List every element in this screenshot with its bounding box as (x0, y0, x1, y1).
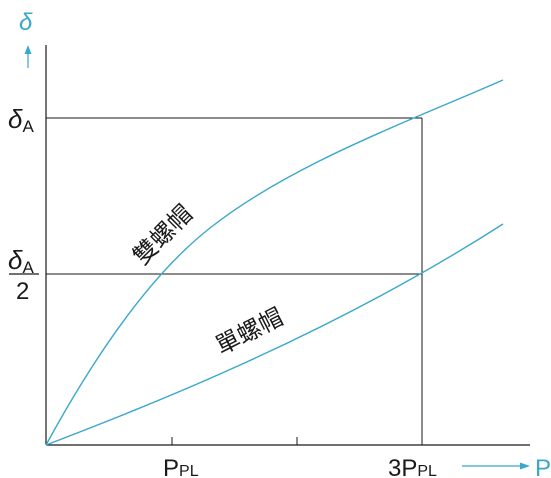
y-tick-half-numerator: δA (8, 245, 34, 277)
x-axis-arrow-head (520, 462, 530, 470)
double-nut-curve (45, 79, 504, 446)
y-axis-symbol: δ (19, 9, 33, 36)
x-tick-3ppl: 3PPL (388, 455, 437, 478)
x-tick-ppl: PPL (163, 455, 199, 478)
double-nut-label: 雙螺帽 (127, 200, 198, 271)
x-axis-symbol: P (535, 455, 551, 478)
y-tick-half-denominator: 2 (16, 278, 29, 305)
y-axis-arrow-head (24, 45, 32, 54)
y-tick-delta-a: δA (8, 104, 34, 136)
single-nut-label: 單螺帽 (211, 303, 288, 361)
single-nut-curve (45, 223, 504, 446)
